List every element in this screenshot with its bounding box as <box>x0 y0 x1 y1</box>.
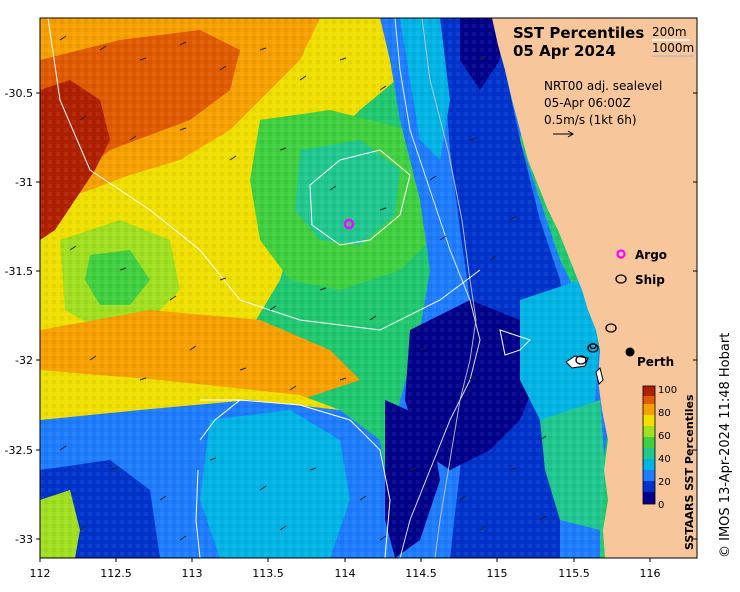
argo-legend-label: Argo <box>635 248 667 262</box>
perth-city-dot[interactable] <box>625 347 635 357</box>
y-tick-label: -33 <box>15 533 33 546</box>
x-tick-label: 115 <box>487 567 508 580</box>
vector-legend-time: 05-Apr 06:00Z <box>544 96 631 110</box>
y-tick-label: -32 <box>15 354 33 367</box>
map-date: 05 Apr 2024 <box>513 42 616 60</box>
ship-markers[interactable] <box>575 323 617 365</box>
colorbar-border <box>642 385 656 505</box>
x-tick-label: 113.5 <box>252 567 284 580</box>
colorbar-swatch <box>643 415 655 426</box>
y-tick-label: -32.5 <box>5 444 33 457</box>
colorbar-tick-40: 40 <box>658 454 671 465</box>
map-title: SST Percentiles <box>513 24 644 42</box>
argo-float-marker[interactable] <box>343 218 355 230</box>
bathymetry-contours <box>47 18 531 558</box>
contour-legend-200m: 200m <box>652 25 687 39</box>
current-vectors <box>59 35 547 541</box>
colorbar-tick-60: 60 <box>658 431 671 442</box>
colorbar-tick-0: 0 <box>658 500 664 511</box>
colorbar: 0 20 40 60 80 100 SSTAARS SST Percentile… <box>642 385 696 550</box>
y-tick-label: -30.5 <box>5 87 33 100</box>
garden-island <box>595 367 604 385</box>
ship-legend-label: Ship <box>635 273 665 287</box>
colorbar-tick-20: 20 <box>658 477 671 488</box>
colorbar-swatch <box>643 470 655 481</box>
x-tick-label: 112.5 <box>100 567 132 580</box>
x-tick-label: 112 <box>30 567 51 580</box>
colorbar-tick-80: 80 <box>658 408 671 419</box>
argo-legend-icon <box>616 249 626 259</box>
x-tick-label: 115.5 <box>558 567 590 580</box>
contour-legend-1000m: 1000m <box>652 41 694 55</box>
colorbar-swatch <box>643 459 655 470</box>
x-tick-label: 114 <box>335 567 356 580</box>
colorbar-title: SSTAARS SST Percentiles <box>683 394 696 550</box>
colorbar-swatch <box>643 396 655 404</box>
x-axis: 112 112.5 113 113.5 114 114.5 115 115.5 … <box>30 558 661 580</box>
ship-legend-icon <box>615 274 627 284</box>
colorbar-swatch <box>643 426 655 437</box>
colorbar-swatch <box>643 437 655 448</box>
map-area[interactable]: Perth SST Percentiles 05 Apr 2024 200m 1… <box>40 18 697 558</box>
x-tick-label: 116 <box>640 567 661 580</box>
y-tick-label: -31 <box>15 176 33 189</box>
colorbar-swatch <box>643 386 655 396</box>
y-axis: -30.5 -31 -31.5 -32 -32.5 -33 <box>5 87 697 546</box>
colorbar-swatch <box>643 404 655 415</box>
y-tick-label: -31.5 <box>5 265 33 278</box>
vector-legend-source: NRT00 adj. sealevel <box>544 79 662 93</box>
vector-legend-arrow <box>553 130 574 138</box>
x-tick-label: 114.5 <box>405 567 437 580</box>
perth-label: Perth <box>637 355 674 369</box>
imos-credit: © IMOS 13-Apr-2024 11:48 Hobart <box>718 333 733 558</box>
x-tick-label: 113 <box>182 567 203 580</box>
colorbar-swatch <box>643 448 655 459</box>
plot-border <box>39 17 698 559</box>
colorbar-swatch <box>643 481 655 492</box>
colorbar-swatch <box>643 492 655 504</box>
colorbar-tick-100: 100 <box>658 385 677 396</box>
vector-legend-scale: 0.5m/s (1kt 6h) <box>544 113 637 127</box>
